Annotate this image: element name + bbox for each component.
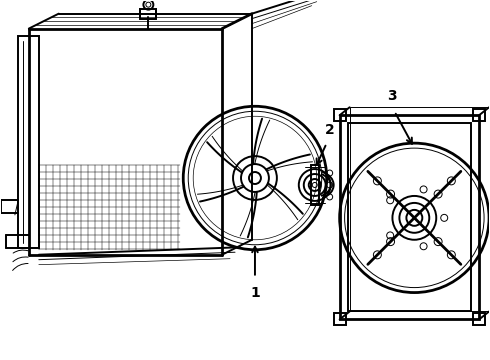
Text: 2: 2	[325, 123, 335, 137]
Bar	[141, 9, 156, 19]
Text: 1: 1	[250, 285, 260, 300]
Bar	[473, 314, 485, 325]
Bar	[473, 109, 485, 121]
Bar	[311, 165, 319, 205]
Bar	[347, 123, 471, 311]
Bar	[349, 107, 489, 311]
Bar	[334, 109, 345, 121]
Bar	[340, 115, 479, 319]
Bar	[18, 36, 39, 248]
Bar	[334, 314, 345, 325]
Text: 3: 3	[388, 89, 397, 103]
